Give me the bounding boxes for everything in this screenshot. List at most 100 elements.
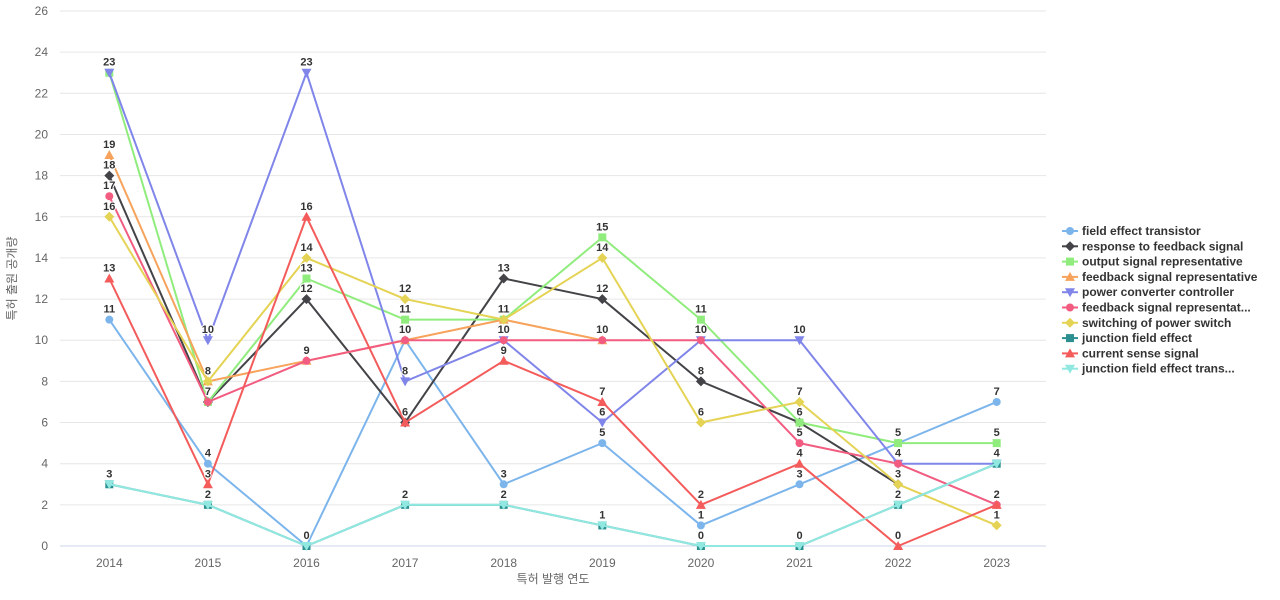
data-point-label: 2	[895, 489, 901, 501]
data-point-marker	[696, 315, 705, 324]
data-point-label: 3	[895, 468, 901, 480]
series-line	[108, 462, 998, 547]
data-point-marker	[105, 192, 114, 201]
data-point-label: 10	[695, 324, 707, 336]
data-point-marker	[991, 499, 1002, 509]
data-point-marker	[893, 541, 904, 550]
data-point-label: 6	[698, 407, 704, 419]
data-point-marker	[400, 417, 411, 427]
data-point-marker	[400, 500, 411, 510]
data-point-marker	[104, 480, 115, 490]
data-point-label: 23	[300, 57, 312, 69]
data-point-marker	[695, 417, 706, 428]
data-point-label: 6	[599, 407, 605, 419]
data-point-label: 2	[501, 489, 507, 501]
data-point-marker	[499, 336, 508, 345]
data-point-marker	[696, 521, 705, 530]
data-point-label: 11	[103, 304, 115, 316]
data-point-marker	[401, 336, 410, 345]
data-point-marker	[104, 273, 115, 283]
legend-item-response-to-feedback-signal[interactable]: response to feedback signal	[1062, 239, 1243, 253]
y-axis-tick-label: 6	[41, 416, 48, 430]
data-point-label: 6	[796, 407, 802, 419]
series-current-sense-signal	[104, 211, 1002, 550]
data-point-marker	[795, 439, 804, 448]
data-point-label: 11	[399, 304, 411, 316]
data-point-marker	[202, 479, 213, 489]
data-point-marker	[104, 170, 115, 181]
data-point-label: 5	[895, 427, 901, 439]
legend-item-output-signal-representative[interactable]: output signal representative	[1062, 255, 1243, 269]
legend-triangle-down-icon	[1065, 288, 1075, 298]
data-point-marker	[794, 396, 805, 407]
data-point-marker	[597, 252, 608, 263]
data-point-marker	[104, 211, 115, 222]
data-point-marker	[893, 479, 904, 490]
data-point-marker	[104, 150, 115, 160]
legend-item-junction-field-effect-trans[interactable]: junction field effect trans...	[1062, 362, 1235, 376]
legend-label: junction field effect	[1081, 331, 1192, 345]
legend-item-field-effect-transistor[interactable]: field effect transistor	[1062, 224, 1201, 238]
legend-item-power-converter-controller[interactable]: power converter controller	[1062, 285, 1234, 299]
data-point-label: 7	[599, 386, 605, 398]
series-switching-of-power-switch	[104, 211, 1002, 531]
data-point-label: 4	[205, 448, 212, 460]
data-point-marker	[104, 68, 115, 78]
data-point-marker	[795, 418, 804, 427]
data-point-marker	[597, 396, 608, 406]
data-point-label: 15	[596, 221, 608, 233]
data-point-label: 18	[103, 160, 115, 172]
legend-label: power converter controller	[1082, 285, 1234, 299]
x-axis-tick-label: 2020	[688, 556, 715, 570]
data-point-marker	[301, 68, 312, 78]
legend-item-feedback-signal-representative[interactable]: feedback signal representative	[1062, 270, 1258, 284]
data-point-marker	[202, 376, 213, 387]
data-point-label: 23	[103, 57, 115, 69]
data-point-marker	[598, 439, 607, 448]
data-point-label: 8	[205, 365, 211, 377]
legend-item-current-sense-signal[interactable]: current sense signal	[1062, 346, 1199, 360]
data-point-marker	[301, 252, 312, 263]
series-line	[108, 215, 998, 547]
x-axis-tick-label: 2023	[983, 556, 1010, 570]
data-point-marker	[202, 336, 213, 346]
y-axis-tick-label: 4	[41, 457, 48, 471]
x-axis-tick-label: 2015	[195, 556, 222, 570]
legend-item-feedback-signal-representat[interactable]: feedback signal representat...	[1062, 301, 1251, 315]
data-point-label: 3	[796, 468, 802, 480]
data-point-label: 5	[599, 427, 605, 439]
data-point-label: 7	[205, 386, 211, 398]
data-point-label: 19	[103, 139, 115, 151]
data-point-marker	[696, 336, 705, 345]
data-point-marker	[894, 459, 903, 468]
data-point-marker	[498, 314, 509, 325]
legend-diamond-icon	[1065, 317, 1075, 328]
legend-item-switching-of-power-switch[interactable]: switching of power switch	[1062, 316, 1231, 330]
y-axis-tick-label: 18	[35, 169, 49, 183]
data-point-label: 13	[103, 263, 115, 275]
data-point-label: 8	[698, 365, 704, 377]
data-point-marker	[498, 500, 509, 510]
data-point-label: 17	[103, 180, 115, 192]
data-point-marker	[203, 459, 212, 468]
data-point-label: 0	[303, 530, 309, 542]
data-point-label: 16	[103, 201, 115, 213]
y-axis-tick-label: 20	[35, 127, 49, 141]
data-point-marker	[597, 418, 608, 428]
legend-triangle-icon	[1065, 271, 1075, 281]
data-point-label: 11	[695, 304, 707, 316]
data-point-label: 10	[793, 324, 805, 336]
legend-item-junction-field-effect[interactable]: junction field effect	[1062, 331, 1192, 345]
data-point-marker	[401, 315, 410, 324]
data-point-label: 3	[501, 468, 507, 480]
series-line	[108, 318, 998, 547]
legend-label: junction field effect trans...	[1081, 362, 1235, 376]
data-point-marker	[400, 377, 411, 387]
data-point-label: 2	[205, 489, 211, 501]
data-point-marker	[992, 397, 1001, 406]
legend-square-icon	[1066, 334, 1074, 343]
data-point-label: 3	[205, 468, 211, 480]
